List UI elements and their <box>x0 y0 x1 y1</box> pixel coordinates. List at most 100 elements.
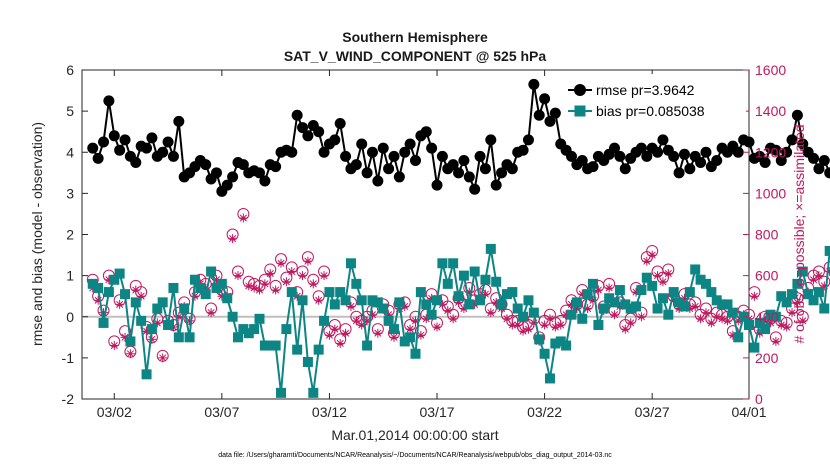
bias-point <box>157 297 168 308</box>
rmse-point <box>329 134 341 146</box>
rmse-point <box>361 167 373 179</box>
rmse-point <box>388 150 400 162</box>
bias-point <box>421 299 432 310</box>
obs-assimilated-point <box>787 308 797 318</box>
obs-assimilated-point <box>168 322 178 332</box>
obs-assimilated-point <box>249 283 259 293</box>
legend: rmse pr=3.9642 bias pr=0.085038 <box>566 74 746 124</box>
bias-point <box>491 276 502 287</box>
obs-assimilated-point <box>400 301 410 311</box>
obs-assimilated-point <box>744 314 754 324</box>
x-tick-label: 03/17 <box>419 404 454 420</box>
rmse-point <box>404 138 416 150</box>
bias-point <box>437 258 448 269</box>
obs-assimilated-point <box>298 271 308 281</box>
bias-point <box>168 282 179 293</box>
obs-assimilated-point <box>593 285 603 295</box>
obs-assimilated-point <box>303 256 313 266</box>
bias-point <box>378 303 389 314</box>
obs-assimilated-point <box>174 312 184 322</box>
rmse-point <box>399 146 411 158</box>
legend-rmse-marker <box>574 84 586 96</box>
bias-point <box>362 340 373 351</box>
x-axis-label: Mar.01,2014 00:00:00 start <box>331 427 498 443</box>
rmse-point <box>695 157 707 169</box>
y-axis-label-right: # of obs: o=possible; ×=assimilated <box>791 124 807 343</box>
obs-assimilated-point <box>626 318 636 328</box>
rmse-point <box>678 148 690 160</box>
obs-assimilated-point <box>405 324 415 334</box>
x-tick-label: 03/07 <box>204 404 239 420</box>
rmse-point <box>340 150 352 162</box>
bias-point <box>588 278 599 289</box>
rmse-point <box>270 161 282 173</box>
rmse-point <box>614 150 626 162</box>
y-axis-label-left: rmse and bias (model - observation) <box>29 122 45 346</box>
obs-assimilated-point <box>588 295 598 305</box>
bias-point <box>727 307 738 318</box>
rmse-point <box>485 134 497 146</box>
obs-assimilated-point <box>523 324 533 334</box>
bias-point <box>679 301 690 312</box>
obs-assimilated-point <box>631 287 641 297</box>
legend-rmse-label: rmse pr=3.9642 <box>596 82 695 98</box>
rmse-point <box>711 154 723 166</box>
bias-point <box>206 266 217 277</box>
obs-assimilated-point <box>470 299 480 309</box>
obs-assimilated-point <box>206 308 216 318</box>
obs-assimilated-point <box>556 320 566 330</box>
obs-assimilated-point <box>276 258 286 268</box>
rmse-point <box>479 163 491 175</box>
bias-point <box>781 297 792 308</box>
bias-point <box>232 332 243 343</box>
bias-point <box>717 299 728 310</box>
obs-assimilated-point <box>513 320 523 330</box>
rmse-point <box>366 146 378 158</box>
bias-point <box>803 289 814 300</box>
bias-point <box>120 289 131 300</box>
bias-point <box>394 297 405 308</box>
rmse-point <box>517 144 529 156</box>
obs-assimilated-point <box>696 314 706 324</box>
obs-assimilated-point <box>653 271 663 281</box>
rmse-point <box>350 159 362 171</box>
obs-assimilated-point <box>131 285 141 295</box>
rmse-point <box>528 78 540 90</box>
obs-assimilated-point <box>319 271 329 281</box>
obs-assimilated-point <box>798 316 808 326</box>
bias-point <box>819 303 830 314</box>
bias-point <box>227 311 238 322</box>
obs-assimilated-point <box>330 324 340 334</box>
rmse-point <box>791 109 803 121</box>
bias-point <box>582 289 593 300</box>
bias-point <box>329 299 340 310</box>
obs-assimilated-point <box>566 299 576 309</box>
bias-point <box>130 297 141 308</box>
obs-assimilated-point <box>427 293 437 303</box>
obs-assimilated-point <box>190 291 200 301</box>
obs-assimilated-point <box>142 326 152 336</box>
obs-assimilated-point <box>819 281 829 291</box>
bias-point <box>351 278 362 289</box>
bias-point <box>152 303 163 314</box>
rmse-point <box>318 146 330 158</box>
bias-point <box>367 295 378 306</box>
obs-assimilated-point <box>314 295 324 305</box>
bias-point <box>98 317 109 328</box>
obs-assimilated-point <box>502 314 512 324</box>
bias-point <box>620 299 631 310</box>
obs-assimilated-point <box>416 330 426 340</box>
rmse-point <box>383 163 395 175</box>
bias-point <box>340 295 351 306</box>
bias-point <box>87 278 98 289</box>
bias-point <box>722 299 733 310</box>
obs-assimilated-point <box>448 314 458 324</box>
bias-point <box>335 287 346 298</box>
obs-assimilated-point <box>93 295 103 305</box>
rmse-point <box>549 107 561 119</box>
rmse-point <box>259 175 271 187</box>
bias-point <box>539 348 550 359</box>
rmse-point <box>210 167 222 179</box>
x-tick-label: 03/12 <box>312 404 347 420</box>
y-tick-label-left: 5 <box>66 103 74 119</box>
